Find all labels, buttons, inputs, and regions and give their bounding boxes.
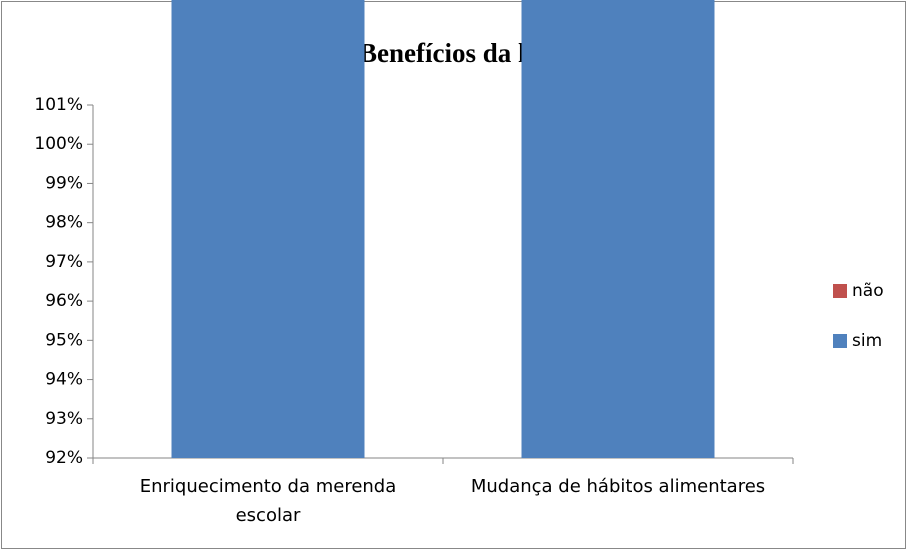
y-tick-label: 96% xyxy=(45,291,83,311)
y-tick-label: 98% xyxy=(45,213,83,233)
y-tick-label: 95% xyxy=(45,330,83,350)
y-tick-label: 93% xyxy=(45,409,83,429)
y-tick-label: 99% xyxy=(45,173,83,193)
y-tick-label: 100% xyxy=(34,134,83,154)
y-tick-label: 92% xyxy=(45,448,83,468)
bar-segment xyxy=(171,0,365,458)
y-tick-label: 101% xyxy=(34,95,83,115)
legend-label: não xyxy=(852,281,884,301)
legend-swatch xyxy=(833,284,847,298)
y-tick-label: 97% xyxy=(45,252,83,272)
x-tick-label: Enriquecimento da merenda escolar xyxy=(139,476,397,526)
legend-swatch xyxy=(833,334,847,348)
x-tick-label: Mudança de hábitos alimentares xyxy=(470,476,766,497)
bar-segment xyxy=(521,0,715,458)
legend-label: sim xyxy=(852,331,882,351)
y-tick-label: 94% xyxy=(45,370,83,390)
